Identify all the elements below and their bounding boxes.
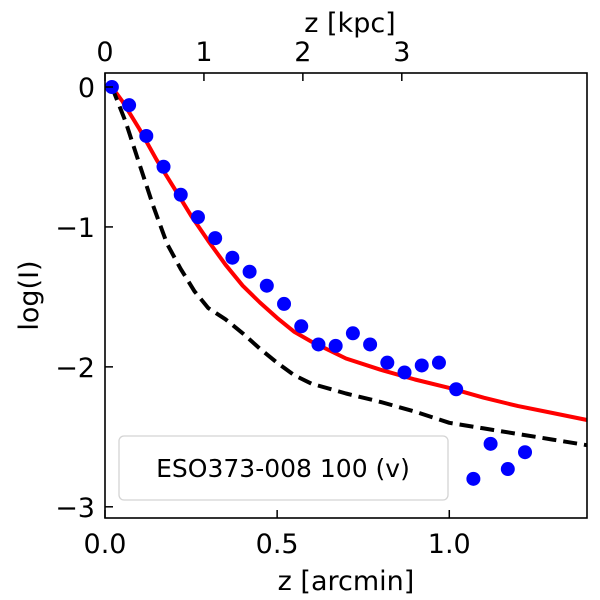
data-point [414, 358, 429, 373]
top-tick-label: 0 [96, 37, 113, 68]
top-tick-label: 2 [294, 37, 311, 68]
x-tick-label: 1.0 [428, 529, 471, 560]
plot-frame [104, 72, 588, 519]
x-tick-label: 0.5 [256, 529, 299, 560]
y-tick-label: −1 [55, 213, 95, 244]
legend-label: ESO373-008 100 (v) [156, 454, 410, 483]
series-lines [110, 85, 588, 448]
top-tick-label: 3 [393, 37, 410, 68]
data-point [242, 264, 257, 279]
y-tick-label: −3 [55, 493, 95, 524]
data-point [500, 462, 515, 477]
data-point [156, 159, 171, 174]
data-point [328, 338, 343, 353]
top-tick-label: 1 [195, 37, 212, 68]
data-point [277, 296, 292, 311]
x-tick-label: 0.0 [84, 529, 127, 560]
data-point [259, 278, 274, 293]
series-line-comparison [110, 86, 588, 448]
y-tick-label: 0 [78, 73, 95, 104]
data-point [518, 445, 533, 460]
data-point [363, 337, 378, 352]
data-point [122, 98, 137, 113]
data-point [345, 326, 360, 341]
data-point [397, 365, 412, 380]
series-line-model [110, 85, 588, 422]
data-point [190, 210, 205, 225]
x-axis-label: z [arcmin] [278, 566, 415, 597]
legend: ESO373-008 100 (v) [118, 435, 449, 501]
legend-box [118, 435, 449, 501]
y-tick-label: −2 [55, 353, 95, 384]
top-axis-label: z [kpc] [304, 8, 395, 39]
data-point [173, 187, 188, 202]
ticks: 0.0 0.5 1.0 0 1 2 3 0 −1 −2 −3 [55, 37, 471, 560]
data-point [208, 231, 223, 246]
data-point [139, 128, 154, 143]
data-point [431, 355, 446, 370]
data-point [380, 355, 395, 370]
y-axis-label: log(I) [14, 260, 45, 330]
data-point [449, 382, 464, 397]
data-point [225, 250, 240, 265]
data-points [104, 79, 533, 486]
data-point [483, 436, 498, 451]
data-point [311, 337, 326, 352]
data-point [294, 319, 309, 334]
data-point [466, 471, 481, 486]
